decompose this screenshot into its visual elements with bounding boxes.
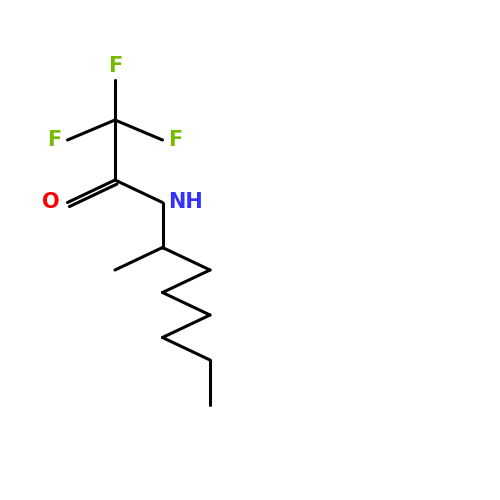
Text: F: F <box>47 130 62 150</box>
Text: NH: NH <box>168 192 203 212</box>
Text: F: F <box>168 130 183 150</box>
Text: F: F <box>108 56 122 76</box>
Text: O: O <box>42 192 60 212</box>
